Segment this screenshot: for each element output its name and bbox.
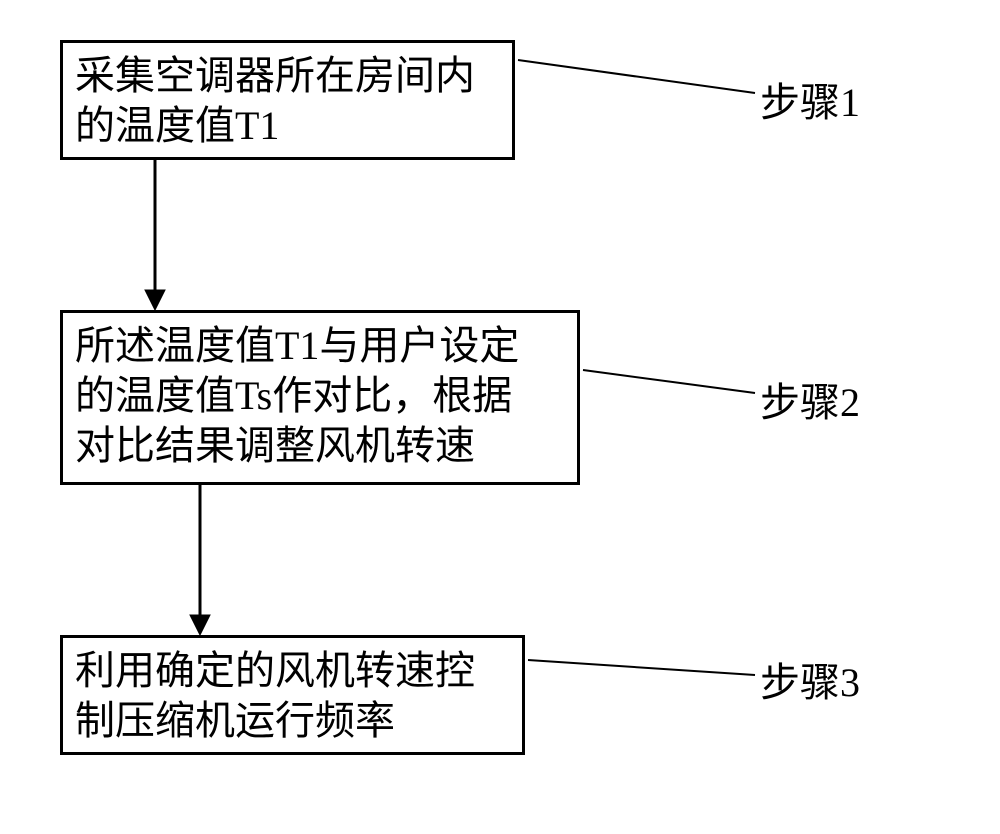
flow-box-step3: 利用确定的风机转速控 制压缩机运行频率 bbox=[60, 635, 525, 755]
flowchart-canvas: 采集空调器所在房间内 的温度值T1 所述温度值T1与用户设定 的温度值Ts作对比… bbox=[0, 0, 1000, 834]
flow-box-step2: 所述温度值T1与用户设定 的温度值Ts作对比，根据 对比结果调整风机转速 bbox=[60, 310, 580, 485]
step-label-1: 步骤1 bbox=[760, 70, 860, 128]
step-label-3: 步骤3 bbox=[760, 650, 860, 708]
flow-box-step3-text: 利用确定的风机转速控 制压缩机运行频率 bbox=[75, 646, 510, 746]
flow-box-step1: 采集空调器所在房间内 的温度值T1 bbox=[60, 40, 515, 160]
flow-box-step1-text: 采集空调器所在房间内 的温度值T1 bbox=[75, 51, 500, 151]
flow-box-step2-text: 所述温度值T1与用户设定 的温度值Ts作对比，根据 对比结果调整风机转速 bbox=[75, 321, 565, 471]
step-label-2: 步骤2 bbox=[760, 370, 860, 428]
